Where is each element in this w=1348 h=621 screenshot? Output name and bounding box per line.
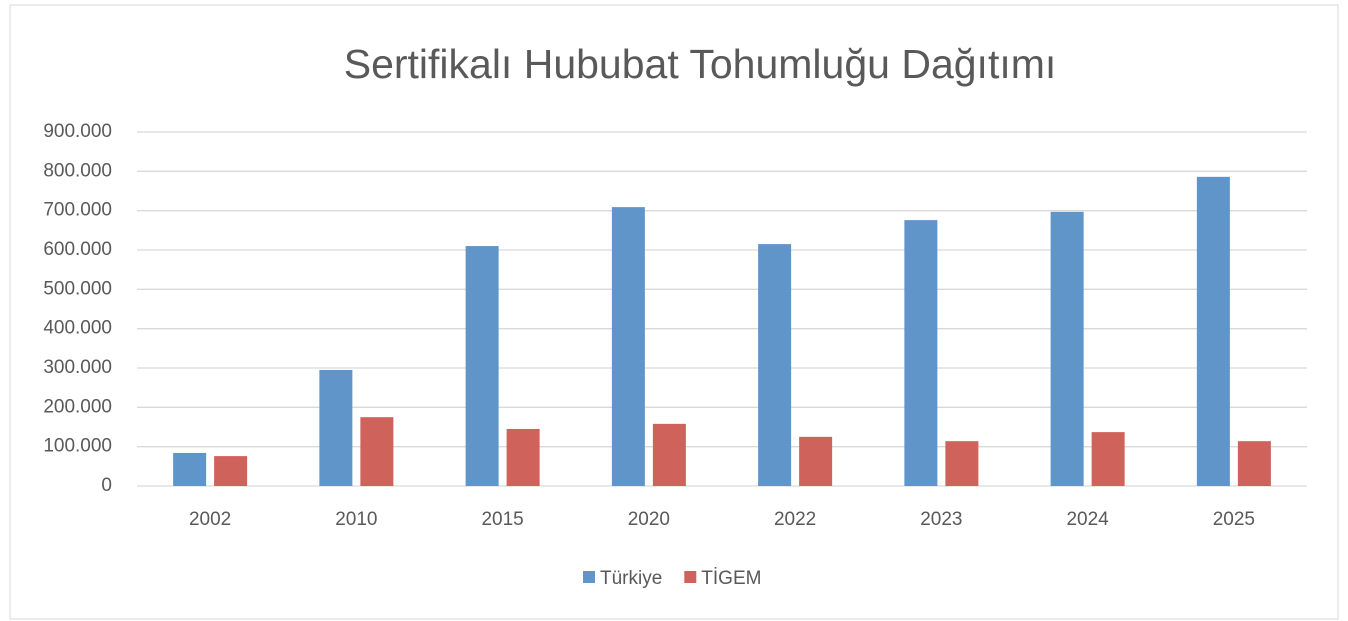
y-tick-label: 500.000 [43,278,112,299]
legend-label: TİGEM [701,568,761,589]
y-tick-label: 600.000 [43,239,112,260]
y-tick-label: 100.000 [43,436,112,457]
bar [465,246,499,486]
legend-label: Türkiye [600,568,662,589]
chart-title: Sertifikalı Hububat Tohumluğu Dağıtımı [344,41,1057,87]
bar [1050,211,1084,486]
bar [506,428,540,486]
bar [360,417,394,486]
bar [214,456,248,486]
y-tick-label: 900.000 [43,121,112,142]
y-tick-label: 0 [101,475,112,496]
x-tick-label: 2023 [920,509,962,530]
bar [1237,441,1271,486]
x-tick-label: 2002 [189,509,231,530]
bar [1091,432,1125,486]
bar [758,244,792,486]
bar [1196,176,1230,486]
x-tick-label: 2025 [1213,509,1255,530]
legend-swatch [583,571,595,583]
y-tick-label: 300.000 [43,357,112,378]
y-tick-label: 400.000 [43,318,112,339]
y-tick-label: 700.000 [43,200,112,221]
bar [652,423,686,486]
bar [945,441,979,486]
x-tick-label: 2022 [774,509,816,530]
bar [173,452,207,486]
chart-frame [9,4,1339,620]
y-tick-label: 800.000 [43,160,112,181]
bar [904,220,938,486]
bar [319,369,353,486]
y-tick-label: 200.000 [43,396,112,417]
x-tick-label: 2024 [1066,509,1109,530]
bar [799,436,833,486]
legend-swatch [684,571,697,583]
bar [611,207,645,487]
x-tick-label: 2020 [628,509,670,530]
x-tick-label: 2015 [481,509,523,530]
x-tick-label: 2010 [335,509,377,530]
